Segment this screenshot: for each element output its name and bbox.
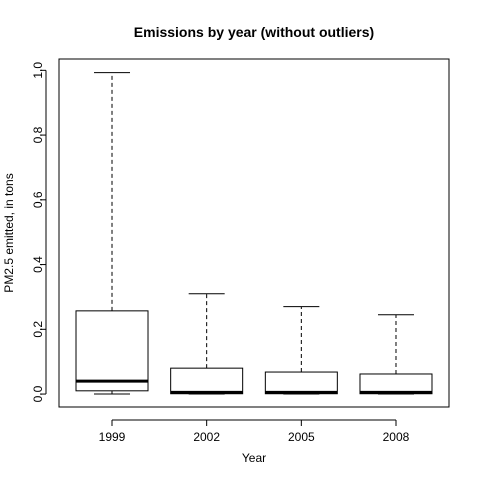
chart-title: Emissions by year (without outliers): [134, 24, 374, 40]
iqr-box: [75, 310, 149, 392]
y-axis: 0.0 0.2 0.4 0.6 0.8 1.0: [31, 62, 47, 402]
iqr-box: [359, 373, 433, 395]
x-axis: 1999 2002 2005 2008: [99, 419, 410, 444]
x-tick-label: 2005: [288, 430, 315, 444]
box-1999: [75, 72, 149, 395]
x-tick-label: 2002: [193, 430, 220, 444]
box-2008: [359, 314, 433, 395]
y-tick-label: 0.6: [31, 191, 45, 208]
y-tick-label: 1.0: [31, 62, 45, 79]
box-2002: [170, 293, 244, 395]
iqr-box: [170, 367, 244, 395]
y-tick-label: 0.0: [31, 385, 45, 402]
x-axis-label: Year: [242, 451, 266, 465]
box-2005: [264, 306, 338, 395]
y-tick-label: 0.8: [31, 126, 45, 143]
y-axis-label: PM2.5 emitted, in tons: [2, 173, 16, 292]
plot-frame: [58, 58, 450, 408]
x-tick-label: 2008: [383, 430, 410, 444]
iqr-box: [264, 371, 338, 395]
y-tick-label: 0.4: [31, 256, 45, 273]
y-tick-label: 0.2: [31, 321, 45, 338]
x-tick-label: 1999: [99, 430, 126, 444]
boxes: [75, 72, 433, 395]
